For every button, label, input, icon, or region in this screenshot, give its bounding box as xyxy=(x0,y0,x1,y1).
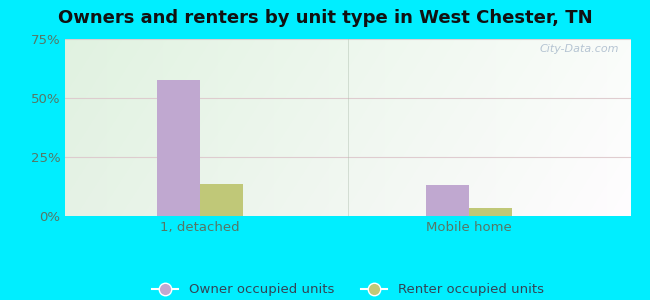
Legend: Owner occupied units, Renter occupied units: Owner occupied units, Renter occupied un… xyxy=(147,278,549,300)
Bar xyxy=(426,185,469,216)
Bar xyxy=(469,208,512,216)
Text: Owners and renters by unit type in West Chester, TN: Owners and renters by unit type in West … xyxy=(58,9,592,27)
Text: City-Data.com: City-Data.com xyxy=(540,44,619,54)
Bar xyxy=(157,80,200,216)
Bar xyxy=(200,184,242,216)
